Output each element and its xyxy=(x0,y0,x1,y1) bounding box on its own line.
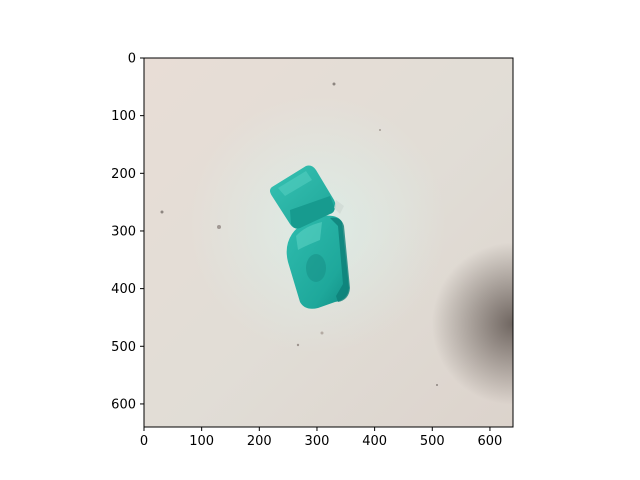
y-tick-label: 600 xyxy=(111,397,136,412)
x-axis: 0 100 200 300 400 500 600 xyxy=(140,427,502,449)
teal-cube-upper xyxy=(270,165,344,229)
speck xyxy=(296,343,300,347)
teal-cube-lower xyxy=(286,215,350,309)
x-tick-label: 300 xyxy=(305,434,330,449)
axes-frame xyxy=(143,57,514,428)
x-tick-label: 400 xyxy=(362,434,387,449)
x-tick-label: 200 xyxy=(247,434,272,449)
speck xyxy=(332,82,336,86)
x-tick-label: 0 xyxy=(140,434,148,449)
x-tick-label: 100 xyxy=(189,434,214,449)
y-tick-label: 100 xyxy=(111,109,136,124)
speck xyxy=(217,225,221,229)
y-tick-label: 0 xyxy=(128,52,136,67)
y-tick-label: 200 xyxy=(111,167,136,182)
speck xyxy=(379,129,381,131)
y-axis: 0 100 200 300 400 500 600 xyxy=(111,52,144,412)
x-tick-label: 600 xyxy=(478,434,503,449)
photo xyxy=(144,58,513,427)
x-tick-label: 500 xyxy=(420,434,445,449)
y-tick-label: 400 xyxy=(111,282,136,297)
speck xyxy=(160,210,164,214)
speck xyxy=(320,331,324,335)
y-tick-label: 300 xyxy=(111,224,136,239)
y-tick-label: 500 xyxy=(111,340,136,355)
speck xyxy=(436,384,438,386)
